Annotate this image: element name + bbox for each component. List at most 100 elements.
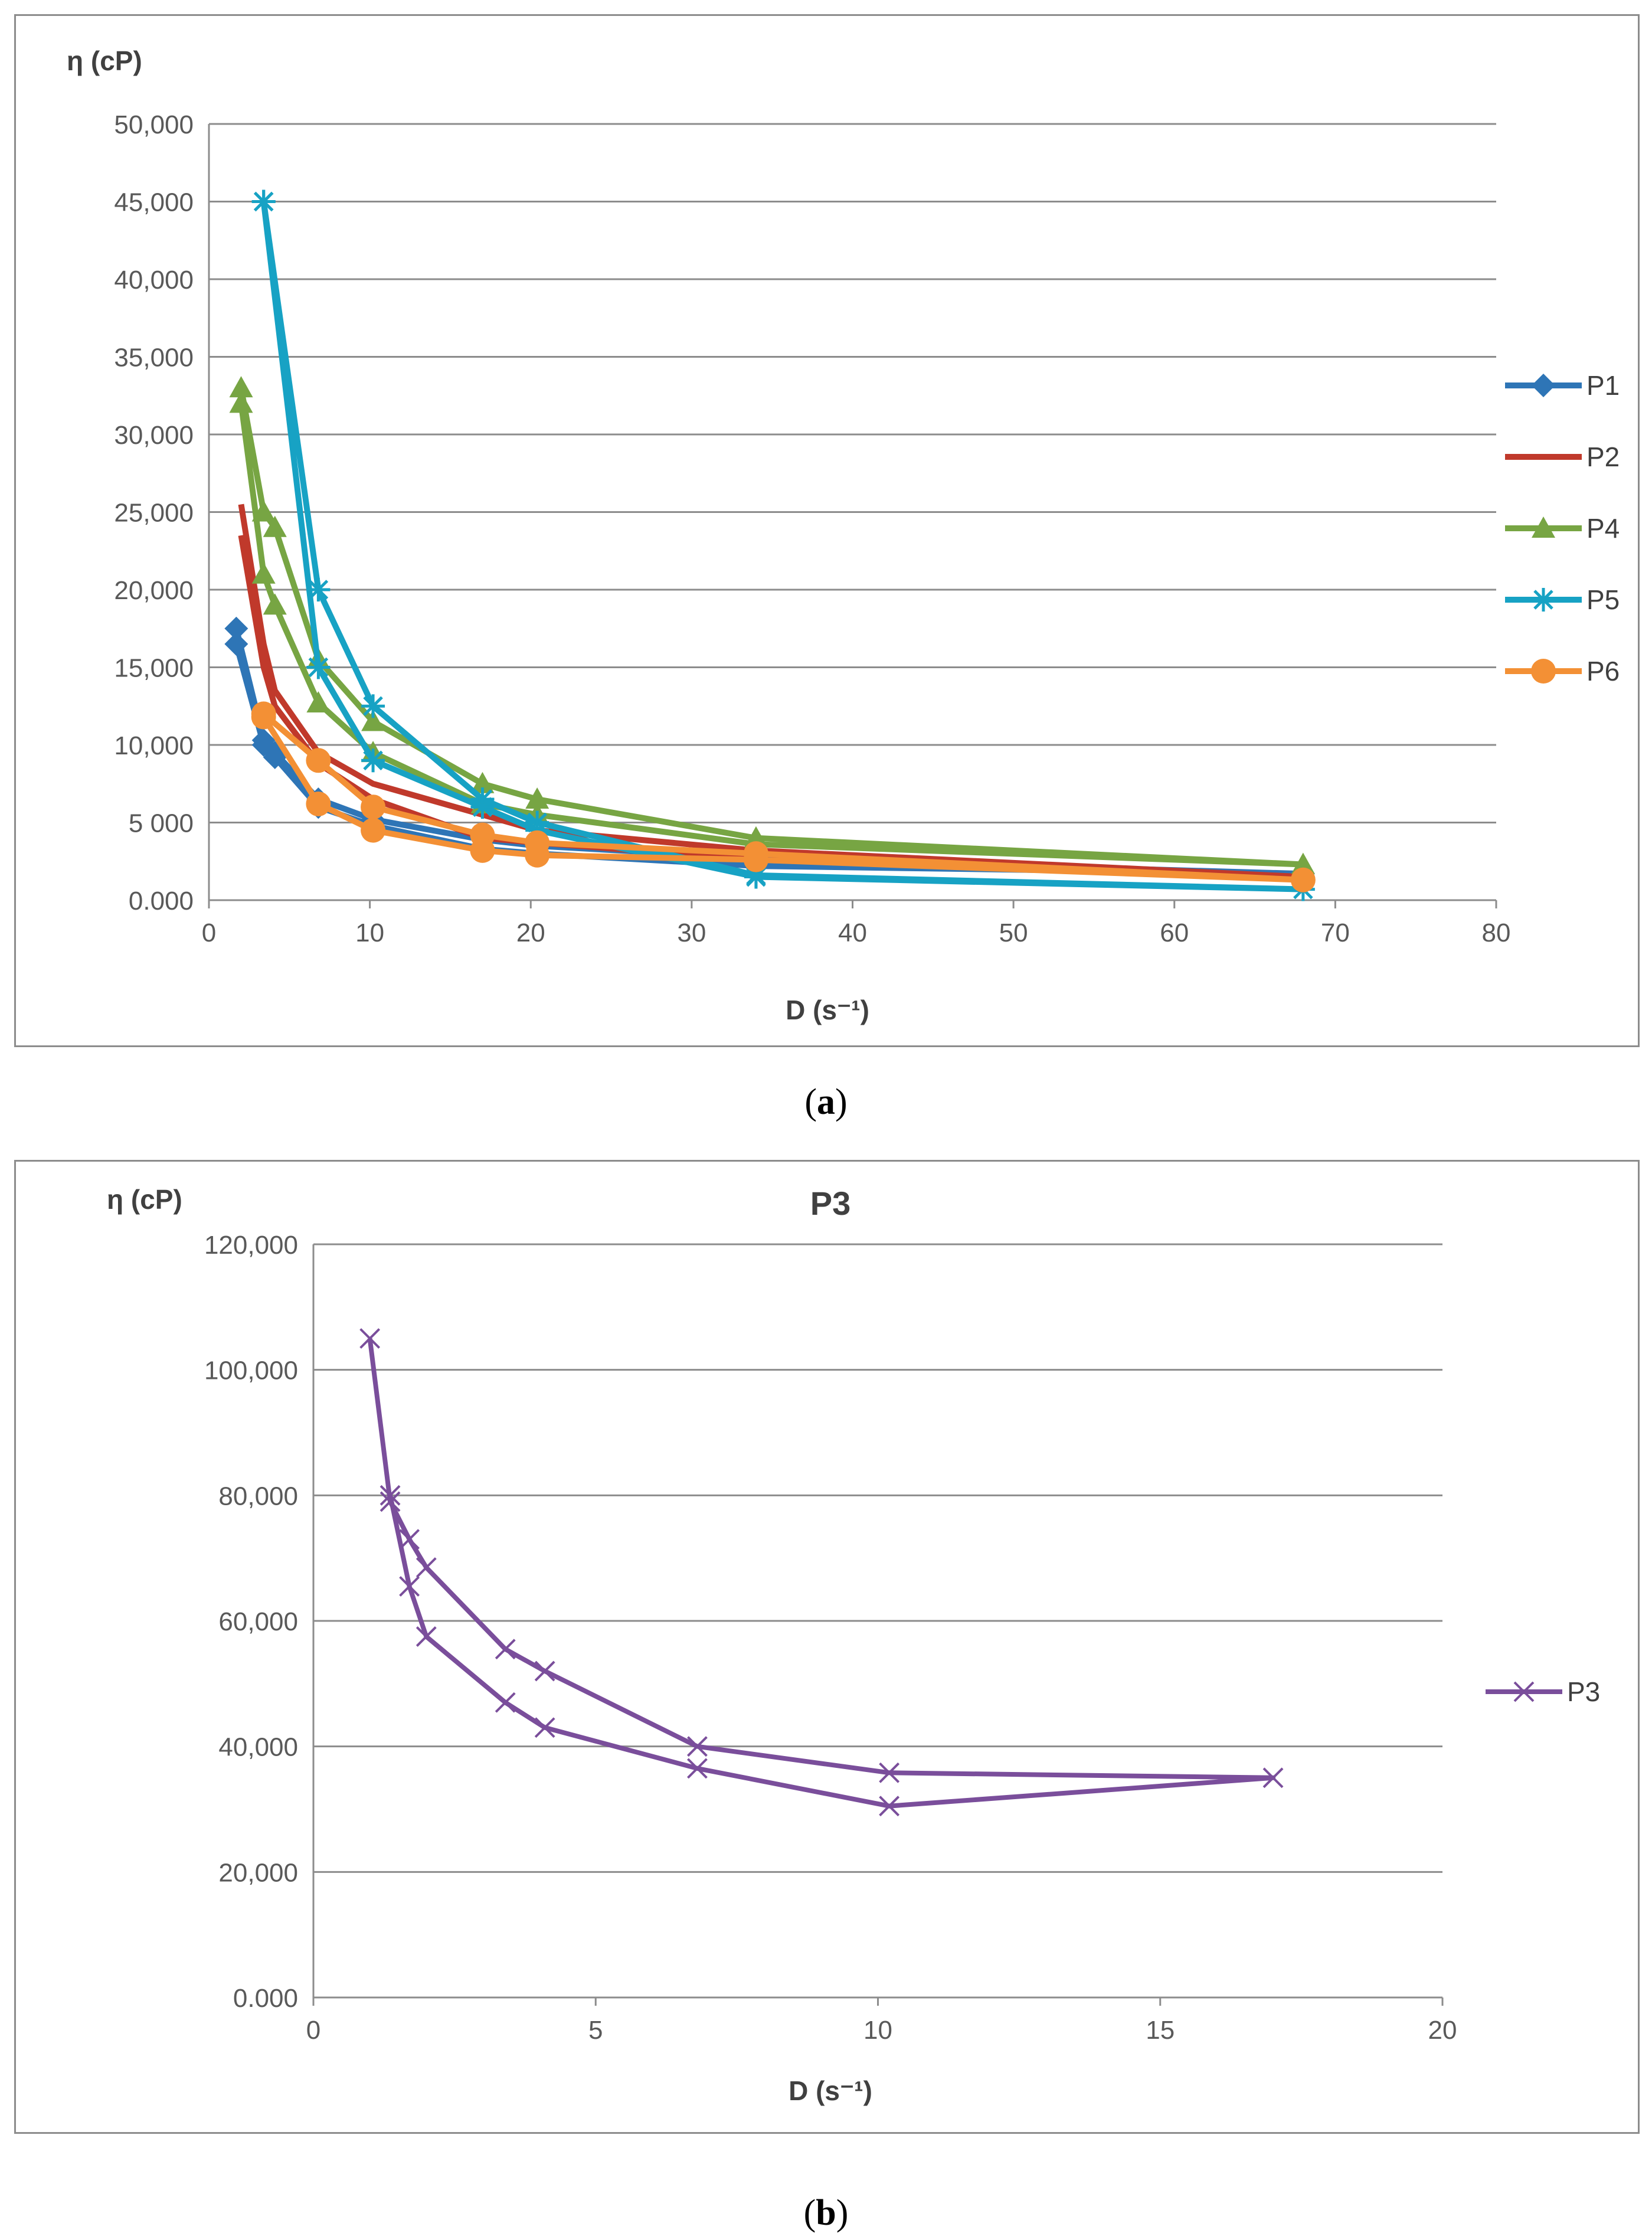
- chart-a-series-P1-point-15: [251, 728, 276, 753]
- caption-a-letter: a: [817, 1082, 835, 1122]
- chart-b-series-P3-point-4: [495, 1639, 516, 1660]
- chart-a-ytick-label-3: 15,000: [114, 654, 194, 683]
- chart-b-series-P3-point-7-stroke-1: [879, 1762, 900, 1783]
- chart-b-series-P3-point-13-stroke-1: [416, 1626, 437, 1647]
- chart-a-series-P4-point-4: [361, 710, 385, 731]
- chart-a-ytick-label-8: 40,000: [114, 266, 194, 295]
- chart-b-series-P3-point-6: [687, 1736, 708, 1757]
- chart-a-series-P4-point-8: [1291, 852, 1315, 874]
- chart-a-series-P4-point-0: [229, 376, 253, 398]
- caption-a-close: ): [835, 1082, 848, 1122]
- chart-a-series-P4-point-16: [229, 391, 253, 413]
- chart-a-series-P5-point-12-stroke-3: [253, 191, 274, 212]
- chart-a-xtick-label-0: 0: [202, 918, 216, 947]
- chart-b-series-P3-point-7: [879, 1762, 900, 1783]
- chart-b-series-P3-point-5-stroke-1: [534, 1660, 555, 1682]
- chart-a-xtick-label-6: 60: [1160, 918, 1189, 947]
- chart-a-series-P5-point-10: [361, 748, 385, 773]
- chart-b-ytick-label-6: 120,000: [204, 1231, 298, 1260]
- chart-a-series-P5-point-9-stroke-3: [472, 797, 493, 817]
- chart-a-series-P5-point-10-stroke-3: [363, 750, 383, 771]
- chart-a-xtick-label-8: 80: [1482, 918, 1511, 947]
- caption-a-open: (: [804, 1082, 817, 1122]
- chart-a-xtick-label-1: 10: [355, 918, 384, 947]
- chart-a-series-P5-line: [260, 201, 1306, 892]
- chart-b-series-P3-line: [367, 1338, 1276, 1809]
- chart-a-series-P5-point-2: [361, 694, 385, 718]
- chart-a-series-P5-point-9: [470, 795, 495, 819]
- chart-b-series-P3-point-9: [879, 1796, 900, 1817]
- chart-a-series-P4-point-2: [263, 515, 287, 537]
- chart-b-ylabel: η (cP): [107, 1184, 182, 1215]
- chart-b-series-P3-point-11: [534, 1717, 555, 1738]
- chart-a-series-P6-point-9: [470, 838, 495, 863]
- chart-b-xtick-label-0: 0: [306, 2016, 320, 2045]
- chart-a-series-P1-point-16: [224, 616, 248, 640]
- chart-b-series-P3-point-9-stroke-1: [879, 1796, 900, 1817]
- chart-a-series-P4-point-1: [251, 500, 276, 522]
- chart-b-series-P3-point-11-stroke-1: [534, 1717, 555, 1738]
- chart-a-ylabel: η (cP): [67, 45, 142, 76]
- chart-b-ytick-label-2: 40,000: [218, 1733, 298, 1762]
- chart-a-xlabel: D (s⁻¹): [786, 995, 869, 1025]
- chart-b-ytick-label-4: 80,000: [218, 1482, 298, 1511]
- chart-a-ytick-label-6: 30,000: [114, 421, 194, 450]
- chart-a-series-P6-point-8: [525, 842, 550, 868]
- chart-b-xtick-label-4: 20: [1428, 2016, 1457, 2045]
- chart-b-ytick-label-5: 100,000: [204, 1356, 298, 1385]
- chart-b-series-P3-point-8-stroke-1: [1262, 1767, 1284, 1789]
- chart-a-series-P4-point-6: [525, 787, 549, 809]
- chart-a-series-P5-point-12: [251, 189, 276, 214]
- chart-b-series-P3-point-0: [359, 1328, 381, 1349]
- chart-a-legend-P5-marker-stroke-3: [1533, 590, 1553, 610]
- chart-a-series-P1-point-14: [263, 746, 287, 770]
- chart-a-series-P5-point-7-stroke-3: [746, 867, 766, 887]
- chart-panel-a: η (cP) D (s⁻¹) 0.000 5 000 10,000 15,000 20,…: [14, 14, 1640, 1047]
- chart-a-ytick-label-1: 5 000: [129, 809, 194, 838]
- chart-a-legend-P5-marker: [1532, 588, 1555, 612]
- chart-a-ytick-label-10: 50,000: [114, 110, 194, 139]
- chart-b-series-P3-point-3: [416, 1557, 437, 1578]
- chart-a-series-P5-point-1: [306, 578, 331, 601]
- chart-b-series-P3-point-5: [534, 1660, 555, 1682]
- chart-b-series-P3-point-1: [380, 1491, 401, 1512]
- chart-a-series-P6-point-12: [251, 704, 276, 730]
- chart-b-series-P3-point-13: [416, 1626, 437, 1647]
- chart-a-series-P4-point-13: [306, 691, 331, 712]
- chart-a-series-P1-point-0: [224, 632, 248, 656]
- chart-b-series-P3-point-12: [495, 1692, 516, 1713]
- chart-a-series-P5-point-1-stroke-3: [308, 580, 329, 600]
- chart-b-series-P3-point-15: [380, 1485, 401, 1506]
- chart-a-xtick-label-3: 30: [677, 918, 706, 947]
- chart-b-ytick-label-0: 0.000: [233, 1984, 298, 2013]
- chart-b-series-P3-point-15-stroke-1: [380, 1485, 401, 1506]
- chart-a-series-P6-point-7: [743, 847, 768, 872]
- chart-a-series-P6-point-11: [306, 791, 331, 816]
- chart-a-legend-P5-label: P5: [1586, 584, 1620, 615]
- chart-panel-b: η (cP) P3 D (s⁻¹) 0.000 20,000 40,000 60,00…: [14, 1160, 1640, 2134]
- chart-a-xtick-label-7: 70: [1321, 918, 1350, 947]
- chart-a-series-P6-point-6: [1290, 867, 1316, 892]
- chart-b-xlabel: D (s⁻¹): [789, 2075, 872, 2106]
- chart-b-ytick-label-1: 20,000: [218, 1858, 298, 1887]
- chart-b-svg: η (cP) P3 D (s⁻¹) 0.000 20,000 40,000 60,00…: [107, 1184, 1600, 2106]
- chart-a-ytick-label-5: 25,000: [114, 499, 194, 528]
- chart-b-series-P3-point-4-stroke-1: [495, 1639, 516, 1660]
- chart-b-series-P3-point-2-stroke-1: [399, 1529, 420, 1550]
- caption-b: (b): [0, 2195, 1652, 2231]
- chart-a-xtick-label-4: 40: [838, 918, 867, 947]
- chart-a-legend-P6-marker: [1531, 659, 1556, 684]
- chart-b-series-P3-point-12-stroke-1: [495, 1692, 516, 1713]
- chart-a-legend-P1-label: P1: [1586, 370, 1620, 401]
- chart-a-legend-P4-label: P4: [1586, 513, 1620, 544]
- chart-b-title: P3: [810, 1185, 851, 1222]
- chart-a-series-P5-point-2-stroke-3: [363, 696, 383, 717]
- chart-a-ytick-label-0: 0.000: [129, 887, 194, 916]
- chart-a-ytick-label-9: 45,000: [114, 188, 194, 217]
- chart-a-ytick-label-7: 35,000: [114, 344, 194, 372]
- chart-a-series-P5-point-11-stroke-3: [308, 657, 329, 678]
- chart-a-xtick-label-2: 20: [516, 918, 545, 947]
- chart-a-series-P4-point-15: [251, 562, 276, 584]
- chart-a-series-P5-point-11: [306, 655, 331, 679]
- chart-b-ytick-label-3: 60,000: [218, 1607, 298, 1636]
